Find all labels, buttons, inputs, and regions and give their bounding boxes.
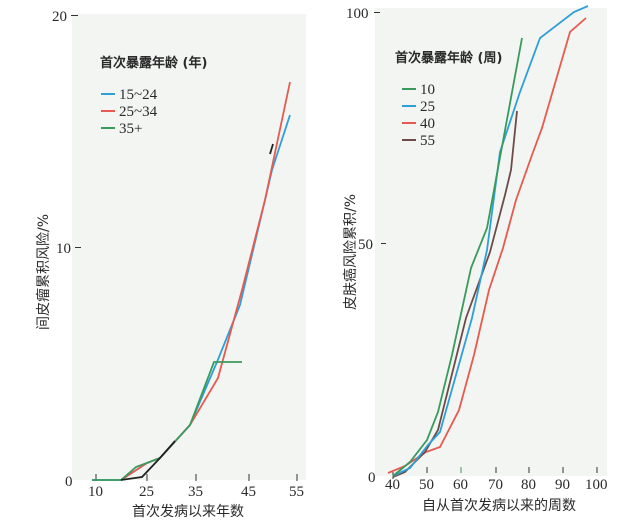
right-legend-55: 55 bbox=[420, 133, 435, 149]
left-x-tick-55: 55 bbox=[289, 484, 304, 500]
right-y-tick-50: 50 bbox=[358, 237, 373, 253]
left-legend-title: 首次暴露年龄 (年) bbox=[100, 55, 207, 71]
right-chart: 100 50 0 皮肤癌风险累积/% 40 50 60 70 80 90 100… bbox=[343, 5, 608, 514]
left-x-tick-35: 35 bbox=[188, 484, 203, 500]
left-y-tick-10: 10 bbox=[56, 241, 71, 257]
right-x-axis: 40 50 60 70 80 90 100 自从首次发病以来的周数 bbox=[385, 467, 608, 514]
left-crossing-dark bbox=[269, 143, 274, 155]
left-chart: 20 10 0 间皮瘤累积风险/% 10 25 35 45 55 首次发病以来年… bbox=[35, 9, 306, 520]
right-y-tick-0: 0 bbox=[368, 470, 376, 486]
right-legend-title: 首次暴露年龄 (周) bbox=[395, 50, 502, 66]
left-legend-35plus: 35+ bbox=[119, 121, 142, 137]
right-y-tick-100: 100 bbox=[346, 6, 369, 22]
left-y-axis: 20 10 0 间皮瘤累积风险/% bbox=[35, 9, 81, 490]
left-x-axis: 10 25 35 45 55 首次发病以来年数 bbox=[88, 474, 304, 520]
right-legend-25: 25 bbox=[420, 99, 435, 115]
left-y-axis-title: 间皮瘤累积风险/% bbox=[35, 214, 52, 330]
right-x-tick-40: 40 bbox=[385, 477, 400, 493]
right-y-axis: 100 50 0 皮肤癌风险累积/% bbox=[343, 6, 386, 486]
right-legend-40: 40 bbox=[420, 116, 435, 132]
left-series-overlap bbox=[120, 440, 176, 481]
left-legend-25-34: 25~34 bbox=[119, 104, 158, 120]
right-series-10 bbox=[392, 37, 523, 477]
right-x-tick-100: 100 bbox=[585, 477, 608, 493]
left-y-tick-0: 0 bbox=[65, 474, 73, 490]
right-legend-10: 10 bbox=[420, 82, 435, 98]
right-series-25 bbox=[392, 5, 589, 477]
right-x-tick-70: 70 bbox=[488, 477, 503, 493]
left-x-tick-45: 45 bbox=[241, 484, 256, 500]
left-y-tick-20: 20 bbox=[52, 9, 67, 25]
left-x-tick-25: 25 bbox=[139, 484, 154, 500]
right-legend: 首次暴露年龄 (周) 10 25 40 55 bbox=[395, 50, 502, 149]
right-x-tick-80: 80 bbox=[521, 477, 536, 493]
left-legend: 首次暴露年龄 (年) 15~24 25~34 35+ bbox=[100, 55, 207, 137]
left-x-tick-10: 10 bbox=[88, 484, 103, 500]
left-legend-15-24: 15~24 bbox=[119, 87, 158, 103]
right-x-axis-title: 自从首次发病以来的周数 bbox=[422, 498, 576, 514]
right-x-tick-60: 60 bbox=[453, 477, 468, 493]
left-plot-area bbox=[72, 14, 306, 480]
right-x-tick-50: 50 bbox=[419, 477, 434, 493]
right-x-tick-90: 90 bbox=[555, 477, 570, 493]
right-y-axis-title: 皮肤癌风险累积/% bbox=[343, 194, 359, 310]
right-plot-area bbox=[375, 8, 607, 476]
left-x-axis-title: 首次发病以来年数 bbox=[132, 504, 244, 520]
